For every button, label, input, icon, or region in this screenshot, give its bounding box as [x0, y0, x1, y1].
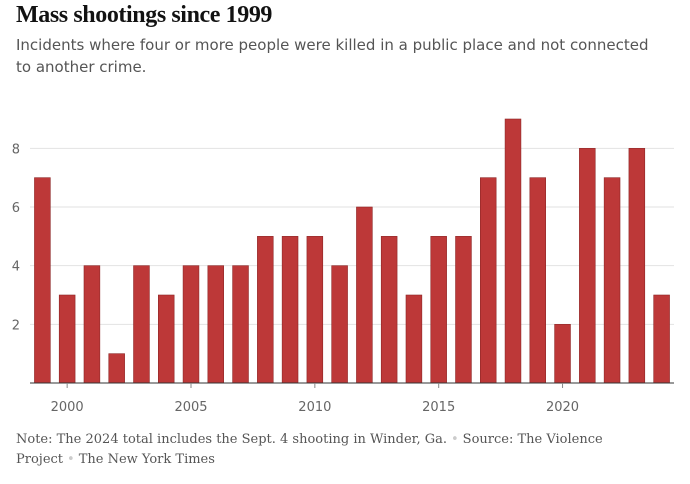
bar-1999: [34, 177, 51, 384]
bar-2000: [58, 294, 76, 384]
y-tick-label: 2: [12, 318, 20, 333]
bar-2010: [306, 236, 324, 384]
bar-2022: [603, 177, 621, 384]
bar-2007: [232, 265, 249, 384]
y-tick-label: 8: [12, 142, 20, 157]
bar-2017: [480, 177, 497, 384]
bar-2002: [108, 353, 125, 384]
chart-title: Mass shootings since 1999: [16, 2, 273, 28]
bar-2020: [554, 324, 571, 384]
footnote-source: Source: The Violence Project: [16, 432, 603, 467]
separator-dot: •: [451, 432, 459, 447]
bar-2021: [579, 148, 596, 384]
separator-dot: •: [67, 452, 75, 467]
bar-2013: [380, 236, 398, 384]
bar-2004: [158, 294, 175, 384]
bar-2008: [257, 236, 274, 384]
x-tick-label: 2000: [51, 400, 84, 415]
bar-2015: [430, 236, 447, 384]
bar-2019: [529, 177, 546, 384]
y-tick-label: 6: [12, 201, 20, 216]
bar-2023: [628, 148, 646, 384]
bar-2006: [207, 265, 224, 384]
bar-2001: [83, 265, 101, 384]
bars: [34, 118, 670, 384]
chart-subtitle: Incidents where four or more people were…: [16, 36, 649, 76]
bar-2009: [281, 236, 299, 384]
bar-2011: [331, 265, 348, 384]
x-tick-label: 2020: [546, 400, 579, 415]
x-axis-ticks: 2000 2005 2010 2015 2020: [51, 383, 579, 415]
x-tick-label: 2010: [298, 400, 331, 415]
gridlines: [30, 147, 674, 325]
bar-2018: [504, 118, 522, 384]
y-axis-labels: 2 4 6 8: [12, 142, 20, 333]
x-tick-label: 2005: [174, 400, 207, 415]
bar-2016: [455, 236, 472, 384]
bar-2024: [653, 294, 670, 384]
footnote: Note: The 2024 total includes the Sept. …: [16, 430, 656, 470]
bar-2014: [405, 294, 423, 384]
bar-2003: [133, 265, 150, 384]
footnote-note: Note: The 2024 total includes the Sept. …: [16, 432, 447, 447]
bar-2012: [356, 206, 373, 384]
x-tick-label: 2015: [422, 400, 455, 415]
footnote-credit: The New York Times: [78, 452, 215, 467]
bar-2005: [182, 265, 200, 384]
y-tick-label: 4: [12, 260, 20, 275]
